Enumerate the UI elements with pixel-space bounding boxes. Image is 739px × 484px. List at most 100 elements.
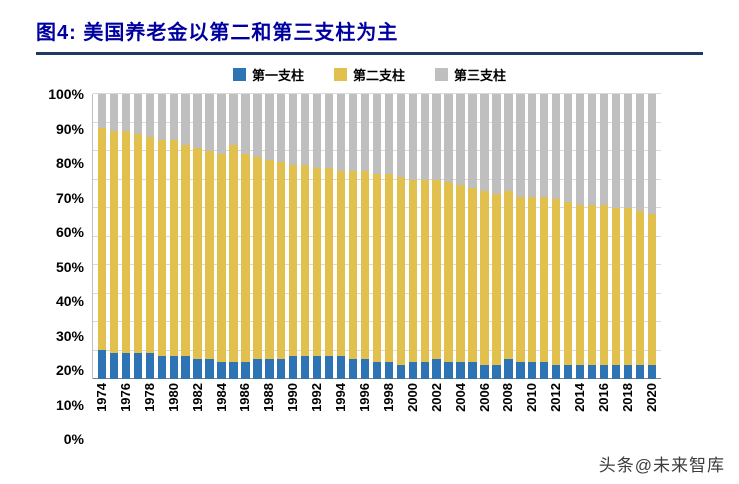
bar-slot [204, 94, 216, 379]
bar-segment [301, 165, 310, 357]
legend-swatch-icon [333, 68, 347, 81]
y-tick-label: 30% [55, 327, 84, 344]
bar-slot [550, 94, 562, 379]
x-tick-label: 2018 [619, 383, 635, 412]
stacked-bar [348, 94, 358, 379]
bar-slot [323, 94, 335, 379]
stacked-bar [217, 94, 226, 379]
bar-slot [192, 94, 204, 379]
stacked-bar [193, 94, 202, 379]
bar-segment [133, 133, 143, 354]
bar-segment [575, 94, 585, 206]
stacked-bar [480, 94, 489, 379]
bar-segment [205, 151, 214, 360]
bar-slot [586, 94, 598, 379]
y-tick-label: 20% [55, 362, 84, 378]
stacked-bar [528, 94, 537, 379]
y-tick-label: 90% [55, 120, 84, 137]
bar-segment [348, 94, 358, 171]
bar-slot [574, 94, 586, 379]
bar-segment [181, 94, 190, 146]
bar-segment [277, 162, 286, 360]
bar-segment [229, 145, 238, 362]
bar-segment [133, 94, 143, 134]
bar-slot [598, 94, 610, 379]
bar-segment [623, 208, 633, 365]
bar-segment [552, 199, 561, 365]
bar-slot [479, 94, 491, 379]
x-slot: 2006 [476, 383, 492, 439]
bar-segment [432, 94, 441, 180]
x-tick-label: 1976 [117, 383, 133, 412]
bar-slot [467, 94, 479, 379]
stacked-bar [372, 94, 382, 379]
x-tick-label: 2010 [524, 383, 540, 412]
y-tick-label: 100% [48, 86, 84, 102]
bar-segment [611, 364, 621, 379]
bar-segment [396, 176, 405, 365]
report-header: 图4: 美国养老金以第二和第三支柱为主 [0, 0, 739, 55]
bar-slot [144, 94, 156, 379]
stacked-bar [492, 94, 501, 379]
bar-segment [289, 165, 298, 357]
bar-segment [193, 94, 202, 149]
x-slot: 1998 [381, 383, 396, 439]
bar-segment [504, 190, 513, 360]
bar-slot [120, 94, 132, 379]
x-slot: 2008 [500, 383, 515, 439]
bar-segment [635, 94, 645, 211]
bar-segment [121, 94, 131, 132]
x-slot [180, 383, 191, 439]
stacked-bar [396, 94, 405, 379]
bar-segment [312, 94, 322, 169]
stacked-bar [420, 94, 429, 379]
y-tick-label: 10% [55, 396, 84, 413]
x-tick-label: 2000 [404, 383, 420, 412]
stacked-bar [301, 94, 310, 379]
bar-segment [241, 153, 250, 362]
bar-segment [217, 94, 226, 154]
bar-segment [587, 205, 597, 365]
bar-segment [205, 94, 214, 151]
bar-segment [372, 173, 382, 362]
bar-segment [647, 213, 656, 365]
x-tick-label: 1984 [213, 383, 229, 412]
stacked-bar [109, 94, 119, 379]
bar-segment [408, 179, 417, 362]
bar-segment [456, 361, 465, 379]
x-slot: 1986 [237, 383, 252, 439]
x-tick-label: 1974 [94, 383, 109, 412]
x-slot: 2018 [619, 383, 635, 439]
bar-slot [514, 94, 526, 379]
bar-segment [336, 170, 346, 357]
bar-segment [265, 94, 274, 160]
y-tick-label: 40% [55, 293, 84, 309]
bar-segment [229, 361, 238, 379]
bar-segment [623, 94, 633, 208]
bar-segment [420, 179, 429, 362]
watermark: 头条@未来智库 [598, 456, 725, 475]
stacked-bar [587, 94, 597, 379]
bar-slot [383, 94, 395, 379]
stacked-bar [181, 94, 190, 379]
bar-segment [241, 94, 250, 154]
stacked-bar [241, 94, 250, 379]
bar-segment [145, 94, 154, 137]
bar-segment [97, 94, 107, 129]
bar-segment [324, 94, 334, 169]
bar-segment [528, 196, 537, 362]
bar-slot [610, 94, 622, 379]
bar-segment [312, 356, 322, 379]
bar-segment [372, 361, 382, 379]
bar-slot [132, 94, 144, 379]
bar-segment [635, 364, 645, 379]
bar-slot [359, 94, 371, 379]
stacked-bar [336, 94, 346, 379]
bar-segment [432, 359, 441, 379]
x-tick-label: 2006 [476, 383, 492, 412]
stacked-bar [312, 94, 322, 379]
legend-swatch-icon [435, 68, 448, 81]
x-tick-label: 1982 [189, 383, 205, 412]
bar-segment [193, 148, 202, 360]
bar-slot [227, 94, 239, 379]
